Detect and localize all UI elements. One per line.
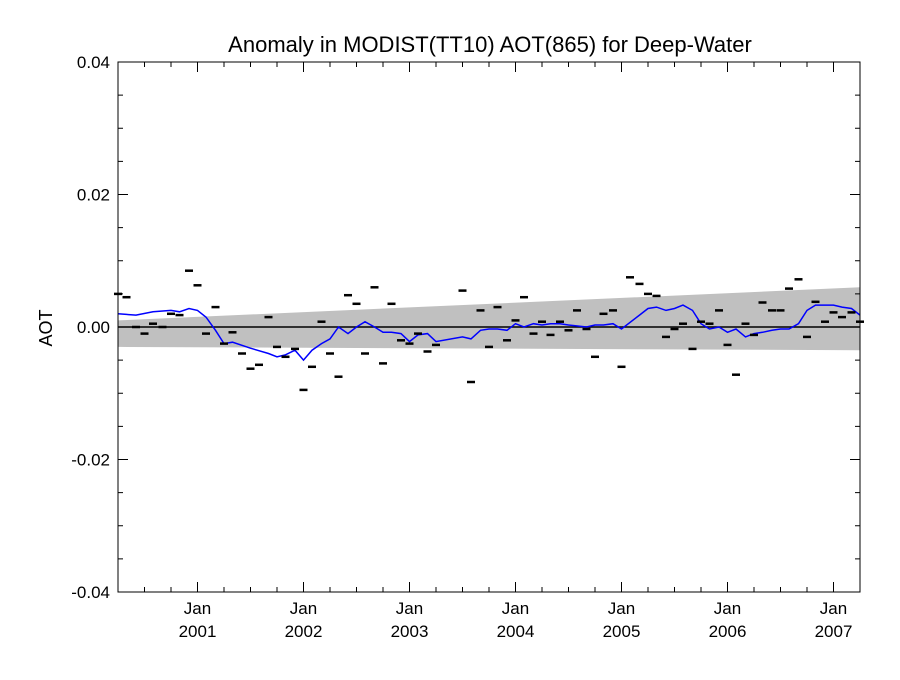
x-tick-year-label: 2006 <box>709 622 747 641</box>
y-tick-label: 0.04 <box>77 53 110 72</box>
x-tick-year-label: 2002 <box>285 622 323 641</box>
y-tick-label: -0.02 <box>71 451 110 470</box>
x-tick-month-label: Jan <box>714 599 741 618</box>
x-tick-month-label: Jan <box>290 599 317 618</box>
x-tick-year-label: 2004 <box>497 622 535 641</box>
y-tick-label: -0.04 <box>71 583 110 602</box>
x-tick-month-label: Jan <box>608 599 635 618</box>
y-tick-label: 0.02 <box>77 186 110 205</box>
uncertainty-band <box>118 287 860 351</box>
y-tick-label: 0.00 <box>77 318 110 337</box>
x-tick-month-label: Jan <box>820 599 847 618</box>
chart-title: Anomaly in MODIST(TT10) AOT(865) for Dee… <box>228 32 752 57</box>
series-running-mean-line <box>117 304 861 362</box>
x-tick-month-label: Jan <box>184 599 211 618</box>
x-tick-year-label: 2005 <box>603 622 641 641</box>
y-axis-label: AOT <box>36 309 56 346</box>
x-tick-year-label: 2003 <box>391 622 429 641</box>
x-tick-year-label: 2007 <box>815 622 853 641</box>
x-tick-year-label: 2001 <box>179 622 217 641</box>
x-tick-month-label: Jan <box>396 599 423 618</box>
plot-area: 0.04 0.02 0.00 -0.02 -0.04 Jan 2001 Jan 2002 Jan 2… <box>71 53 864 641</box>
x-tick-month-label: Jan <box>502 599 529 618</box>
